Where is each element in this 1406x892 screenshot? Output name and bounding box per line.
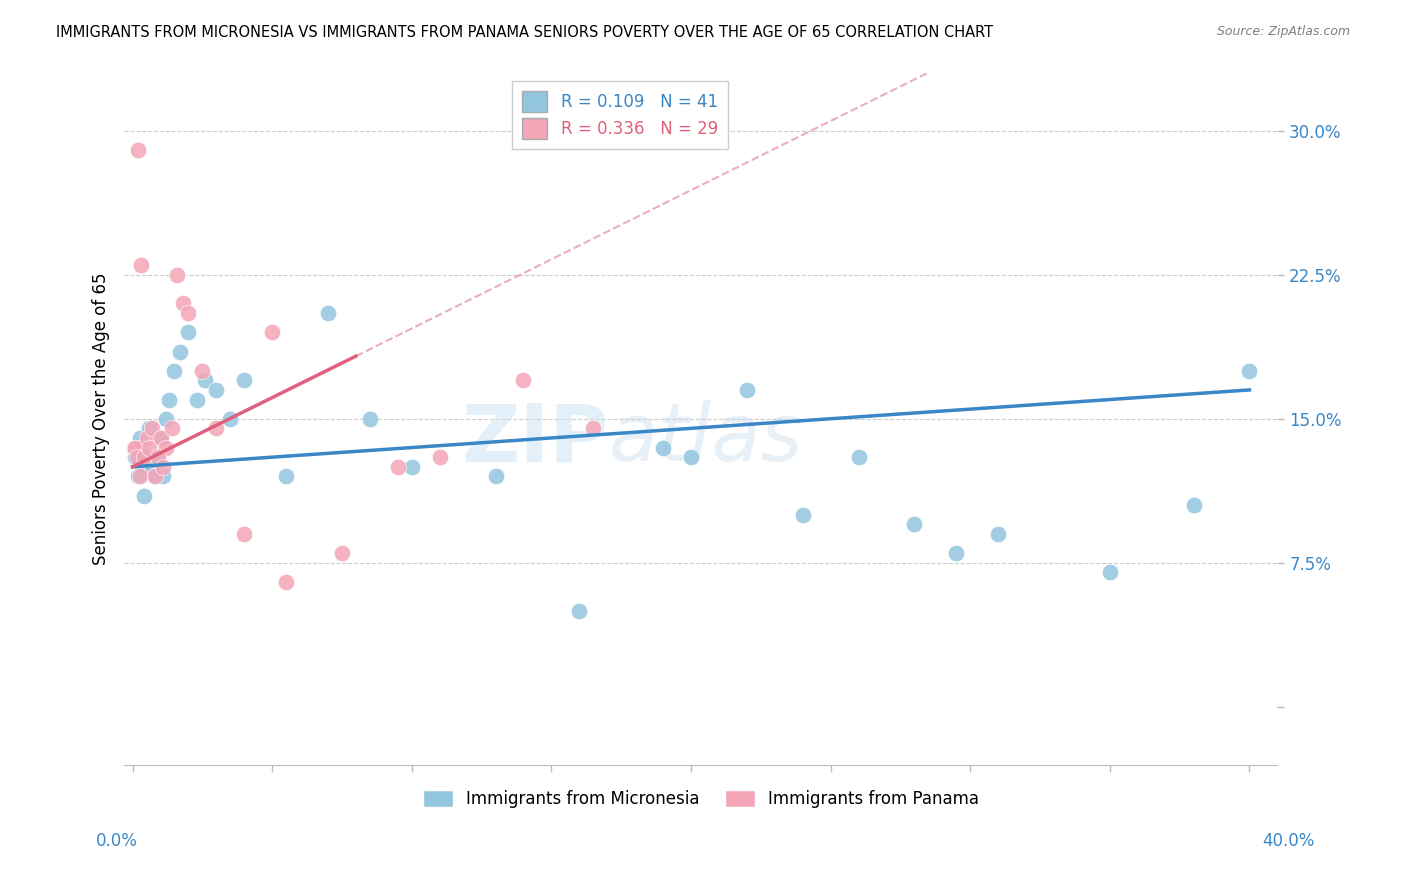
Point — [177, 306, 200, 320]
Point — [1182, 498, 1205, 512]
Point — [429, 450, 451, 465]
Point — [359, 411, 381, 425]
Point — [652, 441, 675, 455]
Point — [138, 441, 160, 455]
Point — [276, 574, 298, 589]
Point — [149, 431, 172, 445]
Point — [205, 383, 228, 397]
Point — [582, 421, 605, 435]
Point — [169, 344, 191, 359]
Point — [149, 431, 172, 445]
Point — [848, 450, 870, 465]
Point — [143, 469, 166, 483]
Point — [401, 459, 423, 474]
Point — [160, 421, 183, 435]
Point — [125, 450, 148, 465]
Point — [128, 431, 150, 445]
Point — [129, 441, 152, 455]
Point — [205, 421, 228, 435]
Point — [127, 469, 149, 483]
Point — [177, 326, 200, 340]
Point — [122, 441, 145, 455]
Point — [233, 373, 256, 387]
Point — [163, 364, 186, 378]
Point — [135, 450, 157, 465]
Point — [155, 411, 177, 425]
Point — [125, 441, 148, 455]
Y-axis label: Seniors Poverty Over the Age of 65: Seniors Poverty Over the Age of 65 — [93, 272, 110, 565]
Point — [233, 527, 256, 541]
Point — [219, 411, 242, 425]
Point — [146, 450, 169, 465]
Point — [135, 431, 157, 445]
Point — [157, 392, 180, 407]
Point — [152, 469, 174, 483]
Point — [568, 604, 591, 618]
Text: atlas: atlas — [609, 401, 803, 478]
Point — [131, 459, 153, 474]
Point — [132, 489, 155, 503]
Point — [316, 306, 339, 320]
Point — [679, 450, 702, 465]
Point — [330, 546, 353, 560]
Point — [387, 459, 409, 474]
Text: 40.0%: 40.0% — [1263, 832, 1315, 850]
Point — [155, 441, 177, 455]
Point — [128, 469, 150, 483]
Point — [127, 143, 149, 157]
Point — [146, 450, 169, 465]
Text: 0.0%: 0.0% — [96, 832, 138, 850]
Point — [903, 517, 925, 532]
Text: Source: ZipAtlas.com: Source: ZipAtlas.com — [1216, 25, 1350, 38]
Point — [945, 546, 967, 560]
Point — [124, 441, 146, 455]
Point — [186, 392, 208, 407]
Point — [276, 469, 298, 483]
Point — [172, 296, 194, 310]
Point — [484, 469, 506, 483]
Point — [1239, 364, 1261, 378]
Point — [792, 508, 814, 522]
Point — [735, 383, 758, 397]
Point — [1098, 566, 1121, 580]
Legend: Immigrants from Micronesia, Immigrants from Panama: Immigrants from Micronesia, Immigrants f… — [416, 783, 986, 815]
Point — [138, 421, 160, 435]
Point — [191, 364, 214, 378]
Point — [987, 527, 1010, 541]
Point — [129, 258, 152, 272]
Point — [166, 268, 188, 282]
Text: IMMIGRANTS FROM MICRONESIA VS IMMIGRANTS FROM PANAMA SENIORS POVERTY OVER THE AG: IMMIGRANTS FROM MICRONESIA VS IMMIGRANTS… — [56, 25, 994, 40]
Point — [132, 450, 155, 465]
Point — [262, 326, 284, 340]
Point — [141, 459, 163, 474]
Point — [512, 373, 534, 387]
Point — [143, 469, 166, 483]
Text: ZIP: ZIP — [461, 401, 609, 478]
Point — [152, 459, 174, 474]
Point — [141, 421, 163, 435]
Point — [194, 373, 217, 387]
Point — [124, 450, 146, 465]
